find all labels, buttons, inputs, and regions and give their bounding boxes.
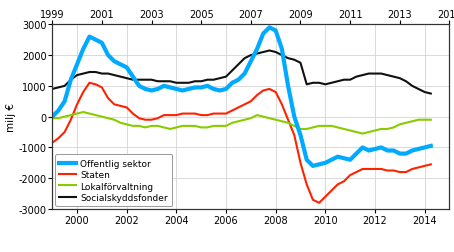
Y-axis label: milj €: milj € bbox=[6, 103, 16, 132]
Legend: Offentlig sektor, Staten, Lokalförvaltning, Socialskyddsfonder: Offentlig sektor, Staten, Lokalförvaltni… bbox=[55, 155, 173, 206]
